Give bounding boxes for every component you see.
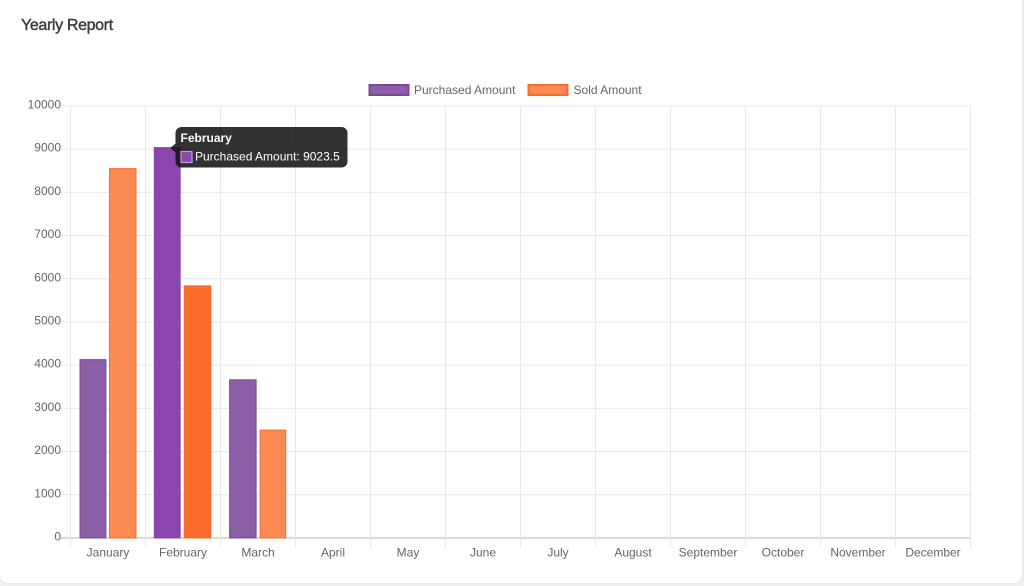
svg-text:January: January — [87, 546, 130, 560]
svg-text:August: August — [614, 546, 652, 560]
svg-text:September: September — [679, 546, 738, 560]
svg-text:November: November — [830, 546, 885, 560]
svg-text:10000: 10000 — [28, 98, 62, 112]
svg-text:8000: 8000 — [34, 184, 61, 198]
svg-text:5000: 5000 — [34, 314, 61, 328]
svg-text:9000: 9000 — [34, 141, 61, 155]
svg-text:7000: 7000 — [34, 227, 61, 241]
svg-text:2000: 2000 — [34, 443, 61, 457]
svg-text:February: February — [181, 131, 233, 145]
svg-text:December: December — [905, 546, 960, 560]
svg-text:0: 0 — [54, 530, 61, 544]
svg-text:Purchased Amount: Purchased Amount — [414, 83, 516, 97]
svg-text:June: June — [470, 546, 496, 560]
svg-text:3000: 3000 — [34, 400, 61, 414]
svg-text:October: October — [762, 546, 805, 560]
svg-text:Sold Amount: Sold Amount — [574, 83, 643, 97]
svg-text:Purchased Amount: 9023.5: Purchased Amount: 9023.5 — [195, 150, 340, 164]
svg-text:May: May — [397, 546, 420, 560]
svg-text:4000: 4000 — [34, 357, 61, 371]
svg-text:July: July — [547, 546, 568, 560]
svg-text:6000: 6000 — [34, 270, 61, 284]
svg-text:1000: 1000 — [34, 486, 61, 500]
svg-text:April: April — [321, 546, 345, 560]
svg-text:March: March — [241, 546, 274, 560]
svg-text:February: February — [159, 546, 207, 560]
